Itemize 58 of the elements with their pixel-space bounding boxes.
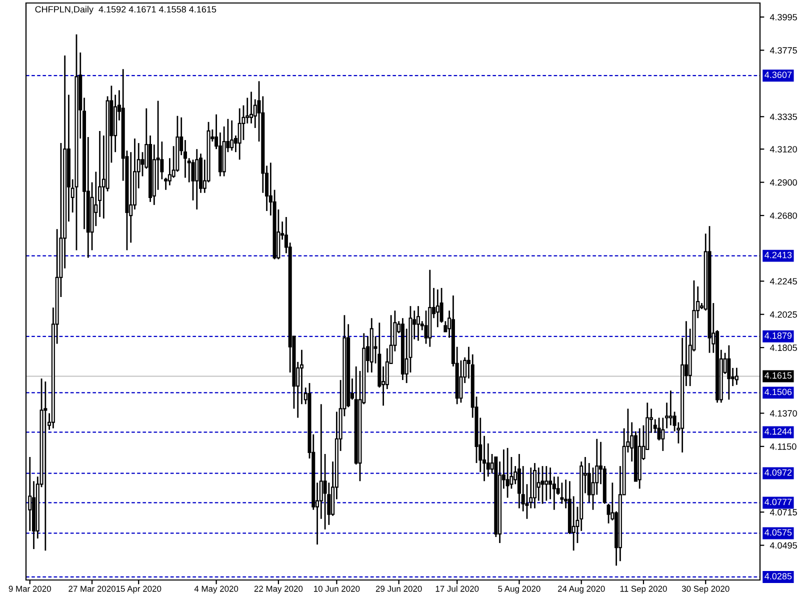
candlestick	[544, 465, 548, 502]
ref-line-label: 4.0777	[764, 498, 792, 506]
x-tick-label: 27 Mar 2020	[68, 586, 116, 592]
x-tick-label: 17 Jul 2020	[436, 586, 479, 592]
candlestick	[572, 496, 576, 552]
y-tick-label: 4.3335	[770, 114, 797, 120]
x-tick-label: 24 Aug 2020	[558, 586, 605, 594]
candlestick	[323, 453, 327, 530]
y-tick-label: 4.2245	[770, 278, 797, 285]
candlestick	[506, 447, 510, 498]
ref-line-label: 4.1244	[764, 428, 792, 435]
x-tick-label: 4 May 2020	[194, 586, 238, 594]
ref-line-label: 4.0972	[764, 469, 792, 476]
ref-line-label: 4.2413	[764, 252, 792, 258]
y-tick-label: 4.0495	[770, 542, 797, 549]
x-tick-label: 22 May 2020	[254, 586, 303, 594]
y-tick-label: 4.3995	[770, 14, 797, 20]
x-tick-label: 5 Aug 2020	[498, 586, 540, 594]
candlestick	[230, 120, 234, 152]
candlestick	[661, 417, 665, 452]
y-tick-label: 4.2900	[770, 179, 797, 186]
candlestick	[424, 310, 428, 344]
candlestick	[727, 344, 731, 400]
y-tick-label: 4.1370	[770, 410, 797, 417]
y-tick-label: 4.3775	[770, 47, 797, 54]
y-tick-label: 4.1805	[770, 344, 797, 351]
candlestick	[440, 287, 444, 324]
y-tick-label: 4.2680	[770, 212, 797, 219]
x-tick-label: 15 Apr 2020	[116, 586, 162, 594]
candlestick	[459, 360, 463, 404]
y-tick-label: 4.3120	[770, 146, 797, 152]
ref-line-label: 4.1615	[764, 372, 792, 379]
x-tick-label: 29 Jun 2020	[376, 586, 422, 592]
candlestick	[416, 305, 420, 342]
ref-line-label: 4.3607	[764, 72, 792, 78]
chart-title: CHFPLN,Daily 4.1592 4.1671 4.1558 4.1615	[35, 6, 216, 14]
candlestick	[436, 288, 440, 328]
ref-line-label: 4.1506	[764, 388, 792, 396]
candlestick	[560, 482, 564, 504]
ref-line-label: 4.0285	[764, 573, 792, 580]
candlestick	[238, 108, 242, 160]
candlestick	[191, 158, 195, 202]
x-tick-label: 30 Sep 2020	[682, 586, 730, 594]
y-tick-label: 4.1150	[770, 443, 796, 450]
candlestick	[195, 148, 199, 210]
candlestick	[536, 466, 540, 502]
ref-line-label: 4.1879	[764, 332, 792, 339]
candlestick	[668, 390, 672, 426]
x-tick-label: 9 Mar 2020	[8, 586, 51, 592]
y-tick-label: 4.2025	[770, 311, 797, 318]
candlestick	[540, 465, 544, 504]
candlestick	[734, 367, 738, 386]
ref-line-label: 4.0575	[764, 529, 792, 536]
candlestick	[44, 380, 48, 552]
candlestick	[249, 91, 254, 124]
x-tick-label: 10 Jun 2020	[314, 586, 360, 592]
x-tick-label: 11 Sep 2020	[620, 586, 667, 594]
y-tick-label: 4.0715	[770, 509, 797, 516]
